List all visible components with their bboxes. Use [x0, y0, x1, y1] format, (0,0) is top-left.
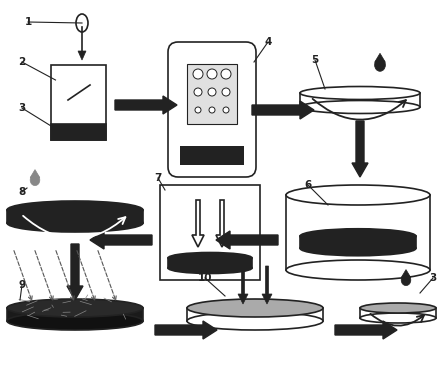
FancyArrow shape [115, 96, 177, 114]
Ellipse shape [300, 87, 420, 100]
FancyArrow shape [252, 101, 314, 119]
Polygon shape [168, 258, 252, 268]
Text: 6: 6 [305, 180, 312, 190]
Polygon shape [300, 236, 416, 248]
FancyArrow shape [155, 321, 217, 339]
Polygon shape [286, 195, 430, 270]
Ellipse shape [286, 260, 430, 280]
Text: 5: 5 [311, 55, 319, 65]
FancyArrow shape [90, 231, 152, 249]
FancyBboxPatch shape [168, 42, 256, 177]
Ellipse shape [221, 69, 231, 79]
Ellipse shape [209, 107, 215, 113]
Ellipse shape [7, 214, 143, 232]
Ellipse shape [7, 299, 143, 317]
Ellipse shape [360, 303, 436, 313]
Ellipse shape [193, 69, 203, 79]
Ellipse shape [168, 263, 252, 274]
Text: 7: 7 [155, 173, 162, 183]
FancyArrow shape [216, 200, 228, 247]
Text: 3: 3 [18, 103, 26, 113]
Text: 10: 10 [198, 273, 212, 283]
Ellipse shape [195, 107, 201, 113]
Text: 4: 4 [264, 37, 272, 47]
FancyArrow shape [238, 266, 248, 304]
Ellipse shape [208, 88, 216, 96]
FancyArrow shape [335, 321, 397, 339]
Ellipse shape [360, 313, 436, 323]
Polygon shape [375, 53, 385, 62]
FancyArrow shape [216, 231, 278, 249]
Polygon shape [51, 124, 106, 140]
Text: 3: 3 [429, 273, 436, 283]
Ellipse shape [187, 299, 323, 317]
Ellipse shape [7, 201, 143, 219]
Ellipse shape [223, 107, 229, 113]
FancyArrow shape [262, 266, 272, 304]
Ellipse shape [76, 14, 88, 32]
Text: 1: 1 [24, 17, 32, 27]
Ellipse shape [300, 229, 416, 244]
Text: 2: 2 [18, 57, 26, 67]
FancyArrow shape [192, 200, 204, 247]
Ellipse shape [7, 312, 143, 330]
Polygon shape [180, 146, 244, 165]
Ellipse shape [30, 174, 40, 185]
Ellipse shape [222, 88, 230, 96]
Ellipse shape [168, 252, 252, 263]
Text: 8: 8 [18, 187, 26, 197]
Polygon shape [300, 93, 420, 107]
Polygon shape [187, 308, 323, 321]
Ellipse shape [375, 59, 385, 71]
Polygon shape [30, 169, 40, 177]
FancyArrow shape [352, 121, 368, 177]
Polygon shape [187, 64, 237, 124]
Text: 9: 9 [19, 280, 26, 290]
Ellipse shape [300, 100, 420, 114]
Polygon shape [160, 185, 260, 280]
Ellipse shape [300, 241, 416, 256]
Polygon shape [78, 51, 86, 60]
Ellipse shape [194, 88, 202, 96]
Polygon shape [360, 308, 436, 318]
Polygon shape [7, 210, 143, 223]
Ellipse shape [401, 274, 411, 286]
Ellipse shape [187, 312, 323, 330]
Ellipse shape [286, 185, 430, 205]
FancyArrow shape [67, 244, 83, 300]
Polygon shape [7, 308, 143, 321]
Polygon shape [401, 269, 411, 278]
Polygon shape [51, 65, 106, 140]
Ellipse shape [207, 69, 217, 79]
